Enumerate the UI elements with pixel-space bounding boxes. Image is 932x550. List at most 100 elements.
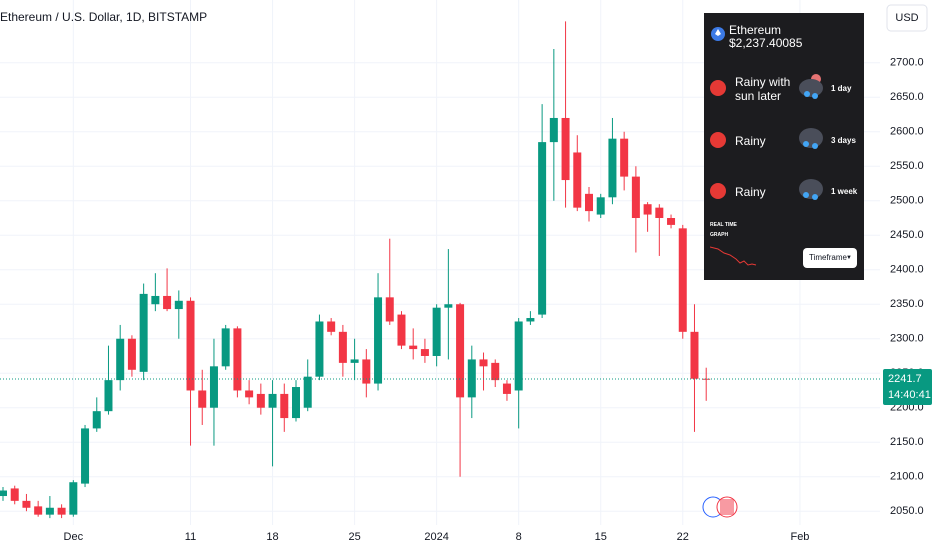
candle-body: [81, 428, 90, 484]
weather-icon: [799, 179, 823, 200]
candle-body: [397, 314, 406, 346]
y-tick-label: 2450.0: [890, 229, 924, 241]
candle-body: [514, 321, 523, 391]
candle-body: [385, 297, 394, 322]
graph-label: REAL TIME: [710, 222, 737, 228]
currency-button[interactable]: [886, 4, 928, 32]
candle-body: [303, 376, 312, 408]
forecast-label: Rainy: [735, 185, 766, 199]
sparkline: [710, 246, 757, 266]
forecast-period: 1 day: [831, 84, 852, 93]
y-tick-label: 2500.0: [890, 195, 924, 207]
y-tick-label: 2300.0: [890, 333, 924, 345]
x-tick-label: Dec: [64, 531, 84, 543]
y-tick-label: 2150.0: [890, 436, 924, 448]
x-tick-label: 8: [516, 531, 522, 543]
forecast-row: Rainy with sun later 1 day: [704, 68, 864, 108]
asset-price: $2,237.40085: [729, 36, 803, 50]
candle-body: [432, 307, 441, 356]
dropdown-caret: ▼: [846, 255, 852, 261]
candle-body: [678, 228, 687, 332]
candle-body: [45, 507, 54, 515]
candle-body: [526, 318, 535, 322]
y-tick-label: 2700.0: [890, 57, 924, 69]
candle-body: [444, 304, 453, 308]
candle-body: [596, 197, 605, 215]
candle-body: [139, 293, 148, 372]
y-tick-label: 2350.0: [890, 298, 924, 310]
candle-body: [22, 500, 31, 508]
candle-body: [280, 393, 289, 419]
candle-body: [620, 138, 629, 177]
candle-body: [256, 393, 265, 408]
y-tick-label: 2050.0: [890, 505, 924, 517]
candle-body: [338, 331, 347, 363]
x-tick-label: 22: [677, 531, 689, 543]
graph-label: GRAPH: [710, 232, 729, 238]
forecast-row: Rainy 3 days: [704, 120, 864, 160]
candle-body: [608, 138, 617, 198]
candle-body: [667, 218, 676, 225]
y-tick-label: 2550.0: [890, 160, 924, 172]
candle-body: [467, 359, 476, 398]
timeframe-label[interactable]: Timeframe: [809, 253, 847, 262]
candle-body: [409, 345, 418, 350]
candle-body: [655, 207, 664, 219]
currency[interactable]: USD: [895, 12, 918, 24]
candle-body: [34, 506, 43, 515]
candle-body: [561, 117, 570, 181]
weather-widget: Ethereum $2,237.40085 Rainy with sun lat…: [704, 13, 864, 280]
candle-body: [69, 482, 78, 515]
candle-body: [585, 193, 593, 212]
candle-body: [549, 117, 558, 143]
candle-body: [151, 295, 160, 305]
x-tick-label: 2024: [424, 531, 448, 543]
countdown-label: 14:40:41: [888, 389, 931, 401]
y-tick-label: 2650.0: [890, 91, 924, 103]
forecast-period: 1 week: [831, 187, 858, 196]
x-tick-label: Feb: [790, 531, 809, 543]
y-tick-label: 2400.0: [890, 264, 924, 276]
candle-body: [92, 411, 101, 429]
candle-body: [420, 349, 429, 356]
candle-body: [350, 359, 359, 363]
chart-title: Ethereum / U.S. Dollar, 1D, BITSTAMP: [0, 10, 207, 24]
candle-body: [221, 328, 230, 367]
y-tick-label: 2600.0: [890, 126, 924, 138]
candle-body: [479, 359, 488, 367]
x-tick-label: 25: [348, 531, 360, 543]
down-arrow: [710, 132, 726, 148]
candle-body: [374, 297, 383, 384]
candle-body: [116, 338, 125, 381]
candle-body: [315, 321, 324, 377]
event-icons: [702, 496, 738, 518]
y-tick-label: 2100.0: [890, 471, 924, 483]
candle-body: [186, 300, 195, 391]
forecast-label: Rainy with sun later: [735, 75, 791, 103]
candle-body: [104, 380, 113, 412]
down-arrow: [710, 183, 726, 199]
candle-body: [538, 142, 547, 315]
x-tick-label: 11: [185, 531, 196, 543]
x-tick-label: 18: [266, 531, 278, 543]
forecast-row: Rainy 1 week: [704, 171, 864, 211]
last-price-label: 2241.7: [888, 373, 922, 385]
candle-body: [233, 328, 242, 391]
candle-body: [631, 176, 640, 219]
forecast-label: Rainy: [735, 134, 766, 148]
weather-icon: [799, 74, 823, 99]
candle-body: [643, 204, 652, 215]
candle-body: [327, 321, 336, 332]
candle-body: [57, 507, 66, 515]
x-tick-label: 15: [595, 531, 607, 543]
candle-body: [245, 390, 254, 398]
eth-icon: [711, 27, 725, 41]
candle-body: [502, 383, 511, 394]
asset-name: Ethereum: [729, 23, 782, 37]
timeframe-dropdown[interactable]: Timeframe ▼: [803, 248, 857, 268]
forecast-period: 3 days: [831, 136, 856, 145]
down-arrow: [710, 80, 726, 96]
candle-body: [10, 488, 19, 501]
